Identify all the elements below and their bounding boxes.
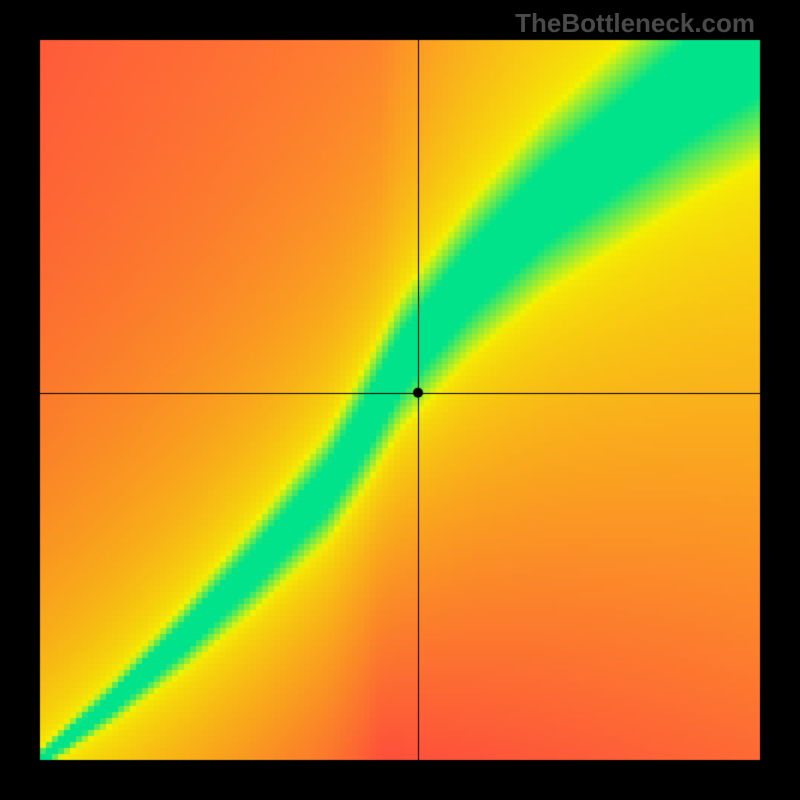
chart-container: { "watermark": { "text": "TheBottleneck.… (0, 0, 800, 800)
bottleneck-heatmap (0, 0, 800, 800)
